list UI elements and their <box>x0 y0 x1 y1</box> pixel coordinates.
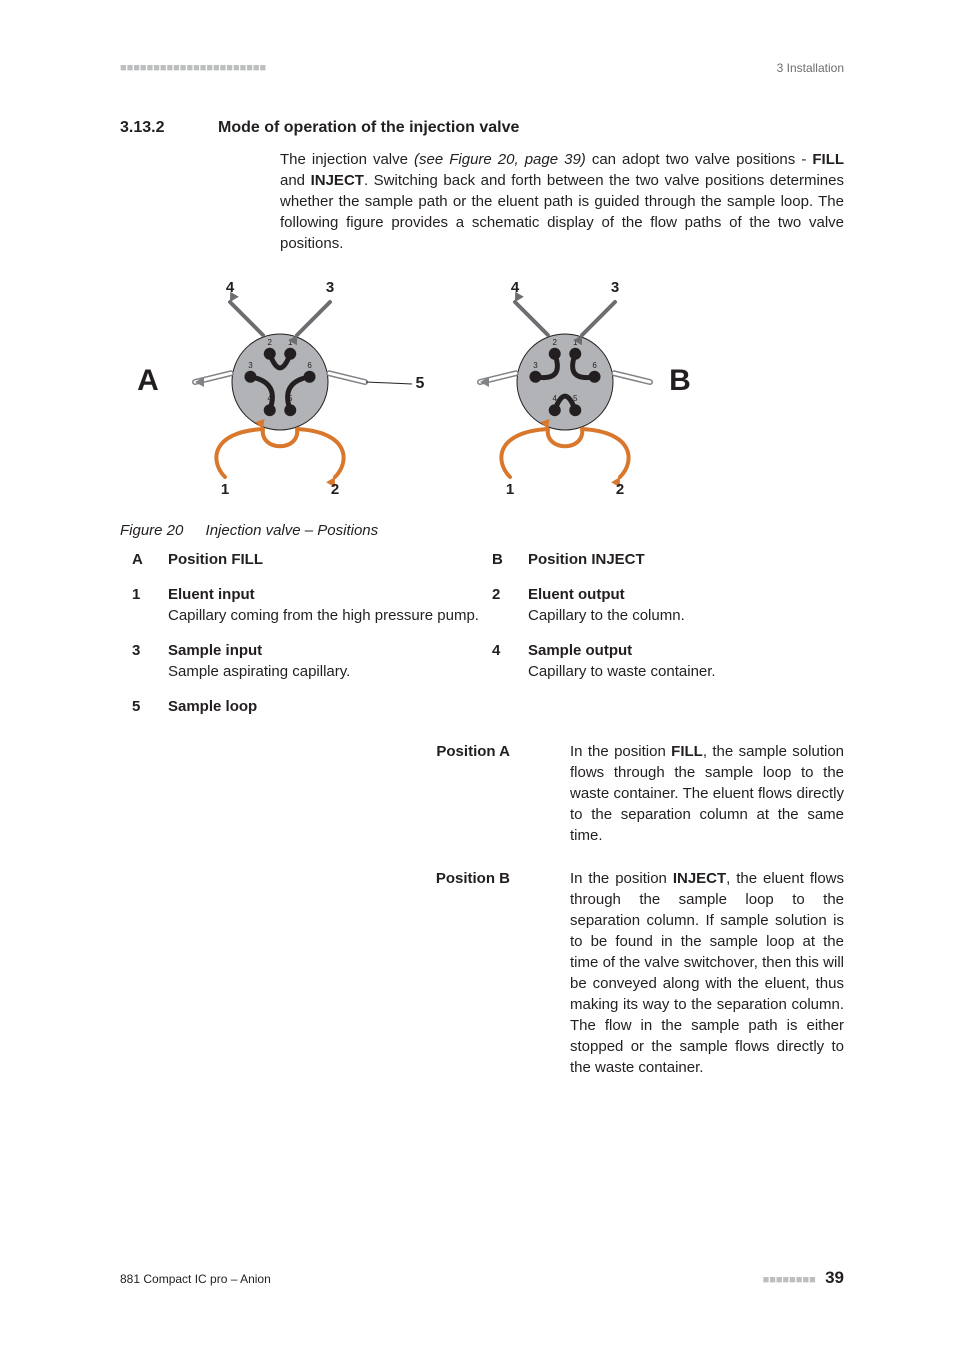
legend-key: 2 <box>492 584 520 626</box>
svg-text:3: 3 <box>533 361 538 370</box>
section-heading: 3.13.2 Mode of operation of the injectio… <box>120 117 844 139</box>
figure-caption-text: Injection valve – Positions <box>206 522 379 539</box>
svg-text:1: 1 <box>221 481 229 498</box>
figure-caption: Figure 20 Injection valve – Positions <box>120 520 844 541</box>
svg-text:2: 2 <box>553 338 558 347</box>
legend-entry: Position INJECT <box>528 549 844 570</box>
svg-text:4: 4 <box>226 279 235 296</box>
page-footer: 881 Compact IC pro – Anion ■■■■■■■■ 39 <box>120 1266 844 1290</box>
svg-text:2: 2 <box>331 481 339 498</box>
svg-text:6: 6 <box>307 361 312 370</box>
svg-text:B: B <box>669 364 691 397</box>
svg-text:3: 3 <box>611 279 619 296</box>
position-descriptions: Position AIn the position FILL, the samp… <box>280 741 844 1078</box>
header-chapter: 3 Installation <box>777 60 844 77</box>
legend-entry: Sample outputCapillary to waste containe… <box>528 640 844 682</box>
svg-text:1: 1 <box>506 481 514 498</box>
legend-key: A <box>132 549 160 570</box>
figure-20: 12345643121234564312AB5 <box>120 264 844 510</box>
figure-number: Figure 20 <box>120 522 183 539</box>
footer-dashes: ■■■■■■■■ <box>763 1274 816 1286</box>
legend-key: 1 <box>132 584 160 626</box>
section-paragraph: The injection valve (see Figure 20, page… <box>280 149 844 254</box>
footer-right: ■■■■■■■■ 39 <box>763 1266 844 1290</box>
header-dashes: ■■■■■■■■■■■■■■■■■■■■■■ <box>120 61 266 76</box>
position-text: In the position FILL, the sample solutio… <box>570 741 844 846</box>
position-label: Position B <box>280 868 570 1078</box>
svg-text:A: A <box>137 364 159 397</box>
injection-valve-diagram: 12345643121234564312AB5 <box>120 264 840 504</box>
legend-entry: Eluent outputCapillary to the column. <box>528 584 844 626</box>
svg-text:2: 2 <box>616 481 624 498</box>
svg-text:5: 5 <box>416 375 425 392</box>
svg-text:3: 3 <box>326 279 334 296</box>
svg-text:2: 2 <box>268 338 273 347</box>
position-label: Position A <box>280 741 570 846</box>
svg-text:3: 3 <box>248 361 253 370</box>
page-header: ■■■■■■■■■■■■■■■■■■■■■■ 3 Installation <box>120 60 844 77</box>
footer-product: 881 Compact IC pro – Anion <box>120 1271 271 1288</box>
svg-text:4: 4 <box>511 279 520 296</box>
legend-entry: Position FILL <box>168 549 484 570</box>
section-number: 3.13.2 <box>120 117 190 139</box>
legend-key: 5 <box>132 696 160 717</box>
legend-key: 3 <box>132 640 160 682</box>
legend-key: 4 <box>492 640 520 682</box>
figure-legend: A Position FILL B Position INJECT 1Eluent in… <box>132 549 844 717</box>
legend-entry: Sample inputSample aspirating capillary. <box>168 640 484 682</box>
page-number: 39 <box>825 1268 844 1287</box>
svg-text:6: 6 <box>592 361 597 370</box>
legend-key: B <box>492 549 520 570</box>
legend-entry: Sample loop <box>168 696 484 717</box>
section-title: Mode of operation of the injection valve <box>218 117 519 139</box>
position-text: In the position INJECT, the eluent flows… <box>570 868 844 1078</box>
legend-entry: Eluent inputCapillary coming from the hi… <box>168 584 484 626</box>
